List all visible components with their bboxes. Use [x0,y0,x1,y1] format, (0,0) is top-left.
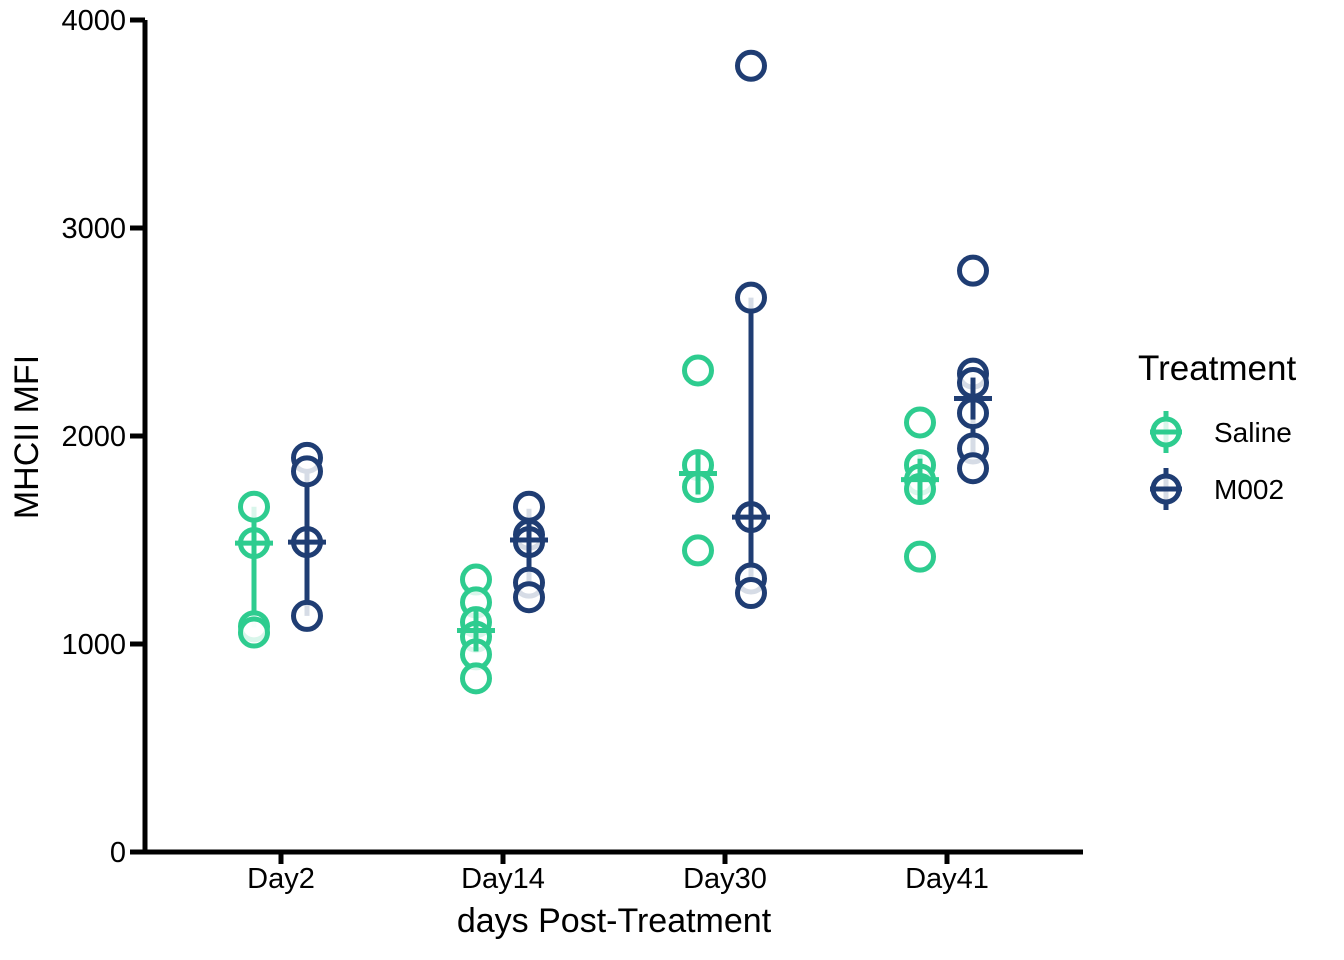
y-tick-label-4000: 4000 [61,5,126,37]
data-point-saline-day41-1420 [904,540,936,573]
y-tick-label-2000: 2000 [61,421,126,453]
legend-label-m002: M002 [1214,474,1284,505]
data-point-m002-day30-1245 [735,577,767,610]
data-point-saline-day41-2065 [904,406,936,439]
data-point-m002-day41-2795 [957,254,989,287]
data-point-m002-day30-2665 [735,281,767,314]
x-tick-label-day41: Day41 [905,863,989,895]
data-point-saline-day2-1660 [238,490,270,523]
data-point-saline-day30-2315 [682,354,714,387]
data-point-saline-day2-1055 [238,616,270,649]
data-point-m002-day14-1225 [513,581,545,614]
y-tick-label-0: 0 [110,837,126,869]
x-tick-label-day30: Day30 [683,863,767,895]
data-point-m002-day30-3780 [735,49,767,82]
data-point-m002-day2-1830 [291,455,323,488]
data-point-m002-day41-1845 [957,452,989,485]
data-point-m002-day14-1660 [513,490,545,523]
y-axis-title: MHCII MFI [8,355,46,519]
y-tick-label-3000: 3000 [61,213,126,245]
y-tick-label-1000: 1000 [61,629,126,661]
x-axis-title: days Post-Treatment [457,902,772,940]
data-point-m002-day2-1135 [291,599,323,632]
data-point-saline-day30-1450 [682,534,714,567]
data-point-saline-day14-835 [460,662,492,695]
x-tick-label-day2: Day2 [247,863,315,895]
legend-label-saline: Saline [1214,417,1292,448]
legend-title: Treatment [1138,349,1296,388]
x-tick-label-day14: Day14 [461,863,545,895]
